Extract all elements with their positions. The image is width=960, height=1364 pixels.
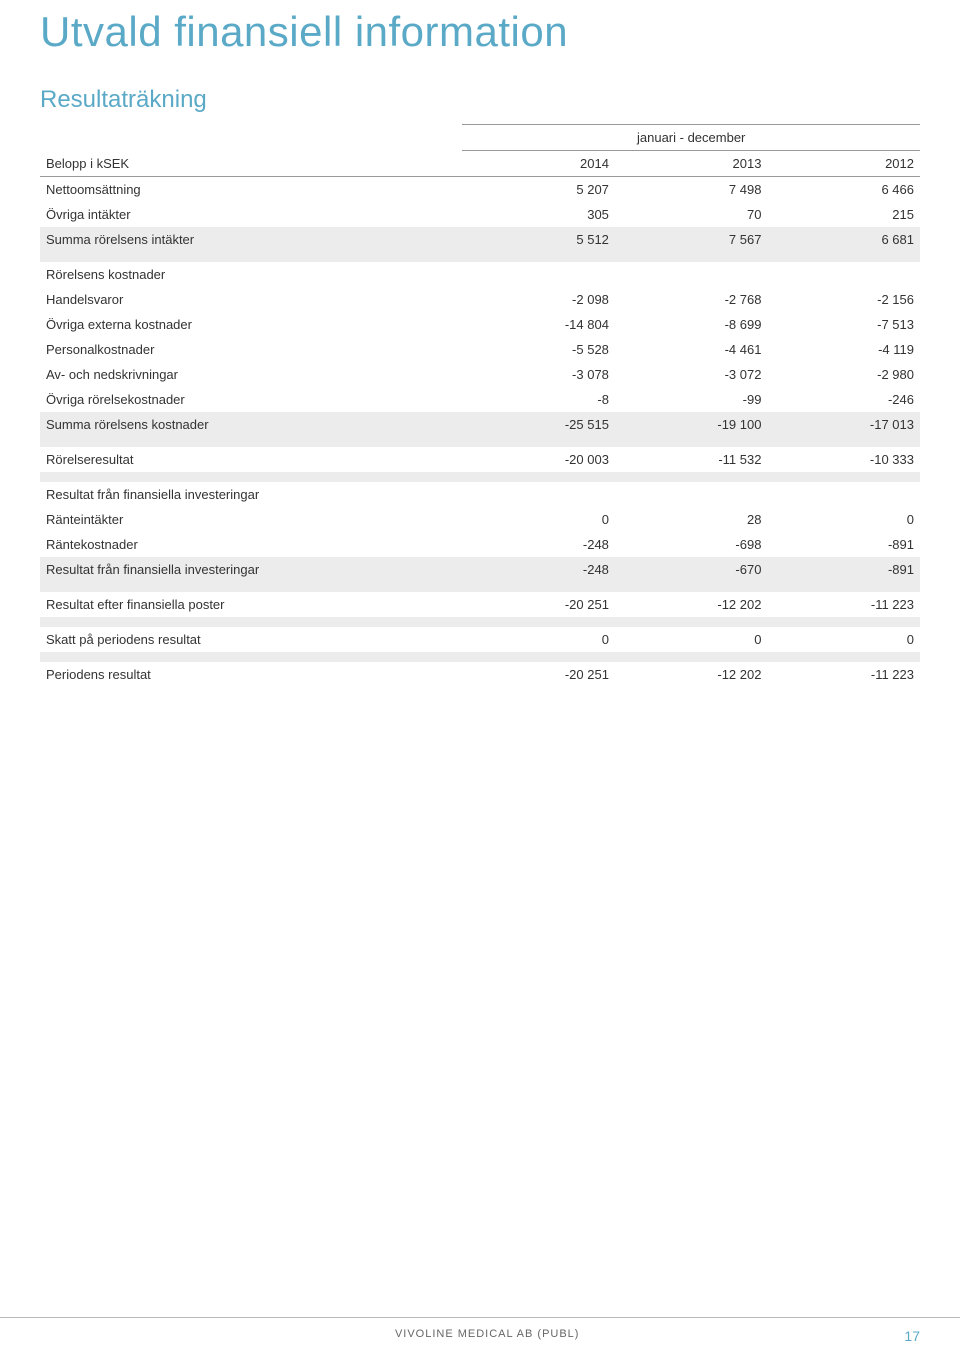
spacer-row — [40, 437, 920, 447]
tax-row: Skatt på periodens resultat 0 0 0 — [40, 627, 920, 652]
spacer-row — [40, 472, 920, 482]
income-statement-table: januari - december Belopp i kSEK 2014 20… — [40, 124, 920, 687]
table-row: Handelsvaror -2 098 -2 768 -2 156 — [40, 287, 920, 312]
spacer-row — [40, 252, 920, 262]
page-title: Utvald finansiell information — [40, 0, 920, 86]
section-title: Resultaträkning — [40, 86, 920, 124]
table-row: Ränteintäkter 0 28 0 — [40, 507, 920, 532]
footer-page-number: 17 — [904, 1328, 920, 1344]
period-result-row: Periodens resultat -20 251 -12 202 -11 2… — [40, 662, 920, 687]
table-row: Summa rörelsens kostnader -25 515 -19 10… — [40, 412, 920, 437]
year-col-2: 2012 — [767, 151, 920, 177]
footer-company: VIVOLINE MEDICAL AB (PUBL) — [70, 1328, 904, 1344]
spacer-row — [40, 582, 920, 592]
table-row: Personalkostnader -5 528 -4 461 -4 119 — [40, 337, 920, 362]
year-col-0: 2014 — [462, 151, 615, 177]
table-row: Övriga externa kostnader -14 804 -8 699 … — [40, 312, 920, 337]
table-row: Summa rörelsens intäkter 5 512 7 567 6 6… — [40, 227, 920, 252]
years-row: Belopp i kSEK 2014 2013 2012 — [40, 151, 920, 177]
spacer-row — [40, 617, 920, 627]
period-header-row: januari - december — [40, 125, 920, 151]
cost-header-row: Rörelsens kostnader — [40, 262, 920, 287]
table-row: Räntekostnader -248 -698 -891 — [40, 532, 920, 557]
table-row: Övriga intäkter 305 70 215 — [40, 202, 920, 227]
spacer-row — [40, 652, 920, 662]
table-row: Övriga rörelsekostnader -8 -99 -246 — [40, 387, 920, 412]
page-footer: VIVOLINE MEDICAL AB (PUBL) 17 — [0, 1317, 960, 1344]
after-fin-row: Resultat efter finansiella poster -20 25… — [40, 592, 920, 617]
table-row: Nettoomsättning 5 207 7 498 6 466 — [40, 177, 920, 203]
header-label: Belopp i kSEK — [40, 151, 462, 177]
operating-result-row: Rörelseresultat -20 003 -11 532 -10 333 — [40, 447, 920, 472]
table-row: Av- och nedskrivningar -3 078 -3 072 -2 … — [40, 362, 920, 387]
year-col-1: 2013 — [615, 151, 768, 177]
table-row: Resultat från finansiella investeringar … — [40, 557, 920, 582]
fin-inv-header-row: Resultat från finansiella investeringar — [40, 482, 920, 507]
period-label: januari - december — [462, 125, 920, 151]
